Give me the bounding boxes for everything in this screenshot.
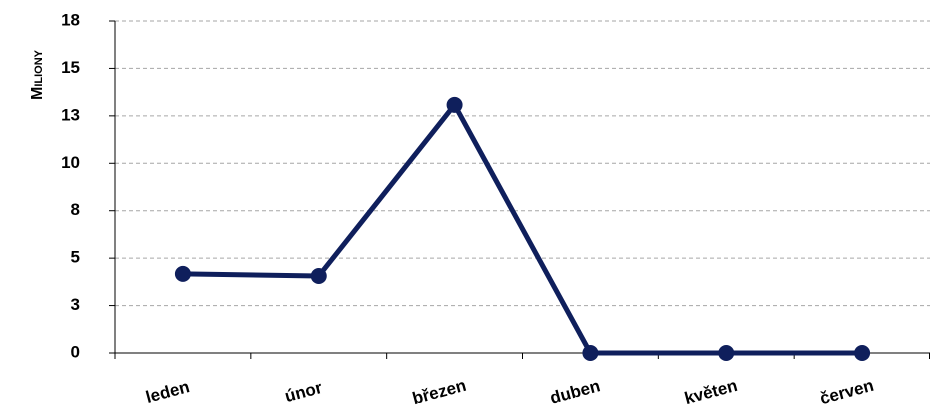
y-tick-label: 8 (71, 200, 80, 219)
marker (310, 267, 327, 284)
x-tick-label: březen (410, 376, 468, 409)
y-tick-label: 3 (71, 295, 80, 314)
line (182, 102, 863, 356)
x-tick-label: květen (683, 376, 740, 408)
y-axis-label: Miliony (29, 49, 46, 100)
marker (582, 345, 599, 361)
y-tick-label: 5 (71, 248, 80, 267)
y-tick-label: 15 (61, 58, 80, 77)
x-tick-label: duben (548, 376, 602, 408)
x-tick-label: červen (818, 376, 876, 409)
marker (174, 265, 191, 282)
marker (718, 345, 735, 361)
marker (854, 345, 871, 361)
marker (446, 96, 463, 113)
y-tick-label: 10 (61, 153, 80, 172)
x-tick-label: leden (144, 377, 192, 407)
y-tick-label: 13 (61, 105, 80, 124)
x-tick-label: únor (283, 378, 325, 406)
y-tick-label: 0 (71, 342, 80, 361)
y-tick-label: 18 (61, 10, 80, 29)
